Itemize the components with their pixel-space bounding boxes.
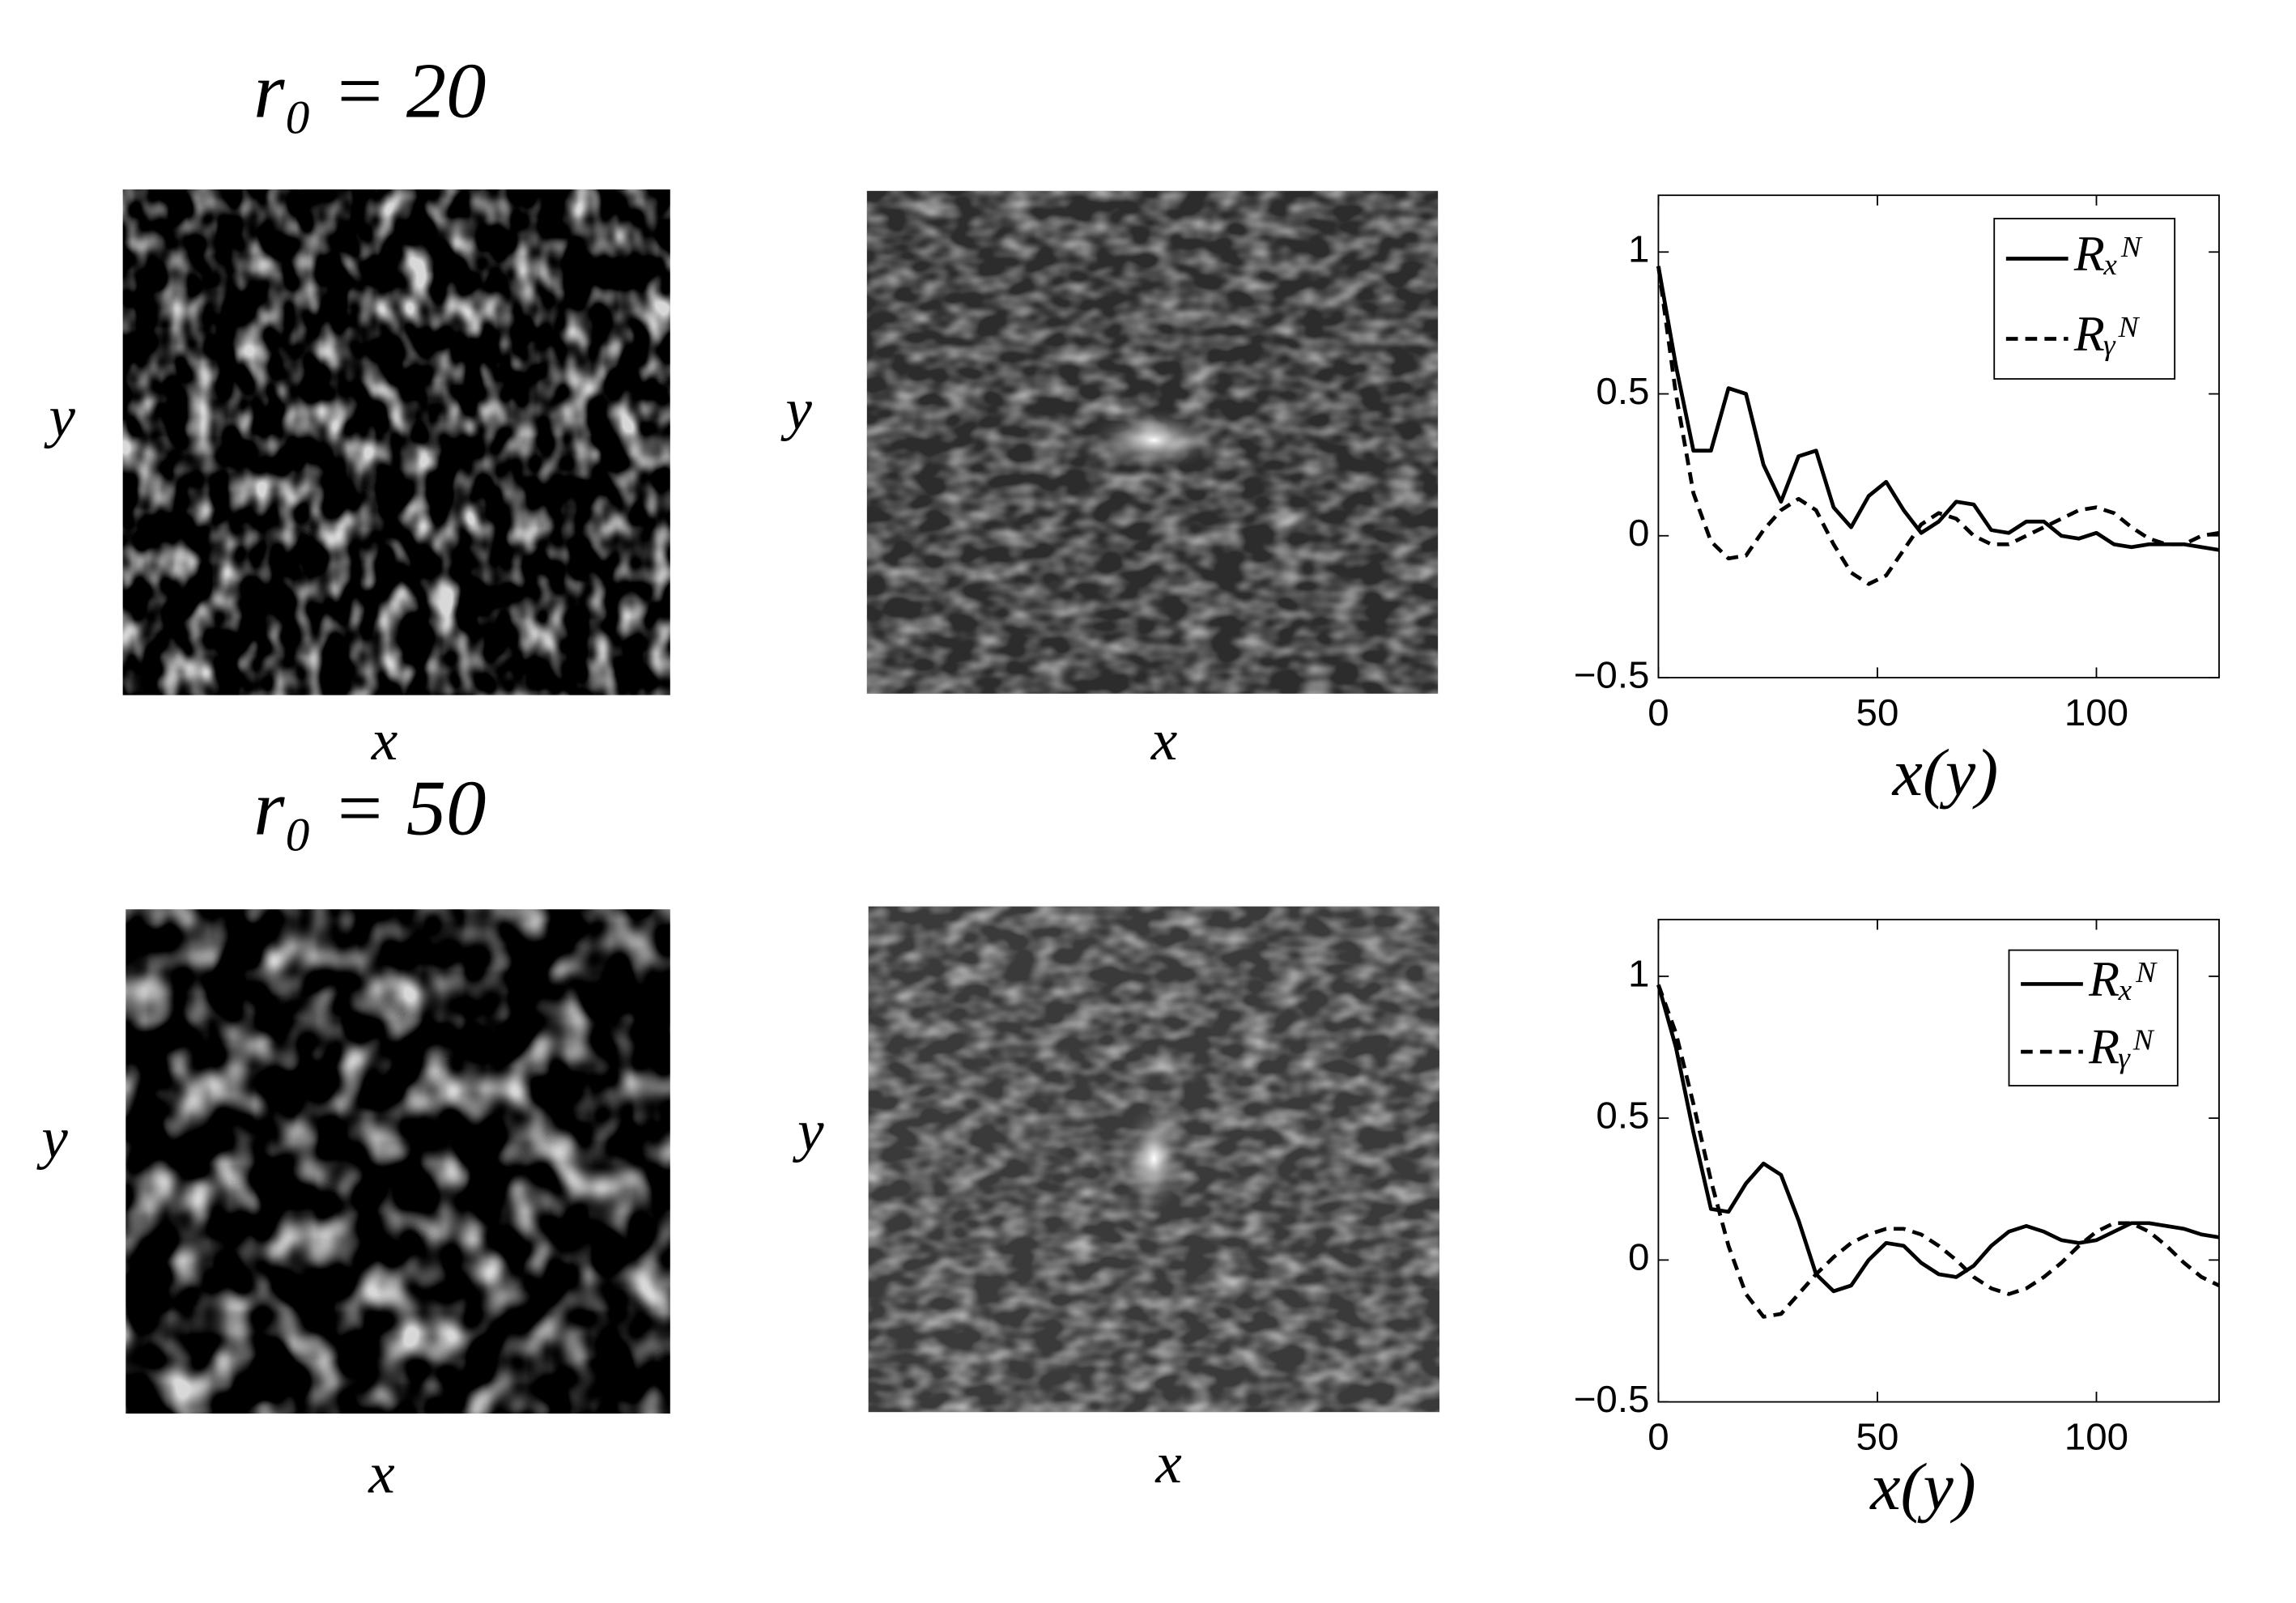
legend-label: Rᵧᴺ: [2088, 1020, 2154, 1074]
pattern-texture: [122, 189, 670, 695]
pattern-texture: [125, 909, 670, 1414]
x-axis-label: x(y): [1869, 1451, 1976, 1524]
x-tick-label: 100: [2064, 1415, 2128, 1458]
y-tick-label: −0.5: [1574, 1377, 1650, 1420]
y-label: y: [43, 384, 75, 449]
x-tick-label: 50: [1856, 691, 1899, 733]
correlation-peak: [1087, 408, 1221, 473]
y-tick-label: 0.5: [1596, 369, 1649, 412]
x-tick-label: 100: [2064, 691, 2128, 733]
y-label: y: [792, 1098, 824, 1163]
image-panels: [122, 189, 1439, 1414]
legend-box: [2008, 949, 2179, 1086]
x-tick-label: 0: [1648, 691, 1669, 733]
data-line: [1656, 984, 2221, 1319]
y-tick-label: 1: [1628, 952, 1649, 995]
x-axis-label: x(y): [1891, 737, 1999, 810]
row-title: r₀ = 50: [253, 765, 486, 852]
data-line: [1656, 266, 2220, 552]
y-tick-label: 1: [1628, 227, 1649, 270]
y-tick-label: −0.5: [1574, 653, 1650, 696]
y-label: y: [36, 1105, 68, 1170]
plot-frame: [1657, 194, 2220, 678]
x-label: x: [1150, 708, 1177, 772]
x-tick-label: 50: [1856, 1415, 1899, 1458]
plot-frame: [1657, 918, 2220, 1403]
data-line: [1656, 266, 2220, 586]
x-tick-label: 0: [1648, 1415, 1669, 1458]
row-title: r₀ = 20: [253, 48, 486, 134]
y-tick-label: 0: [1628, 511, 1649, 554]
x-label: x: [371, 708, 398, 772]
legend-label: Rₓᴺ: [2073, 227, 2143, 281]
legend-label: Rₓᴺ: [2088, 952, 2158, 1006]
legend-label: Rᵧᴺ: [2073, 307, 2140, 361]
x-label: x: [368, 1440, 394, 1505]
y-tick-label: 0.5: [1596, 1094, 1649, 1137]
correlation-peak: [1121, 1100, 1187, 1217]
x-label: x: [1154, 1430, 1181, 1495]
y-label: y: [780, 376, 812, 441]
data-line: [1656, 984, 2220, 1294]
y-tick-label: 0: [1628, 1235, 1649, 1278]
legend-box: [1993, 218, 2176, 380]
